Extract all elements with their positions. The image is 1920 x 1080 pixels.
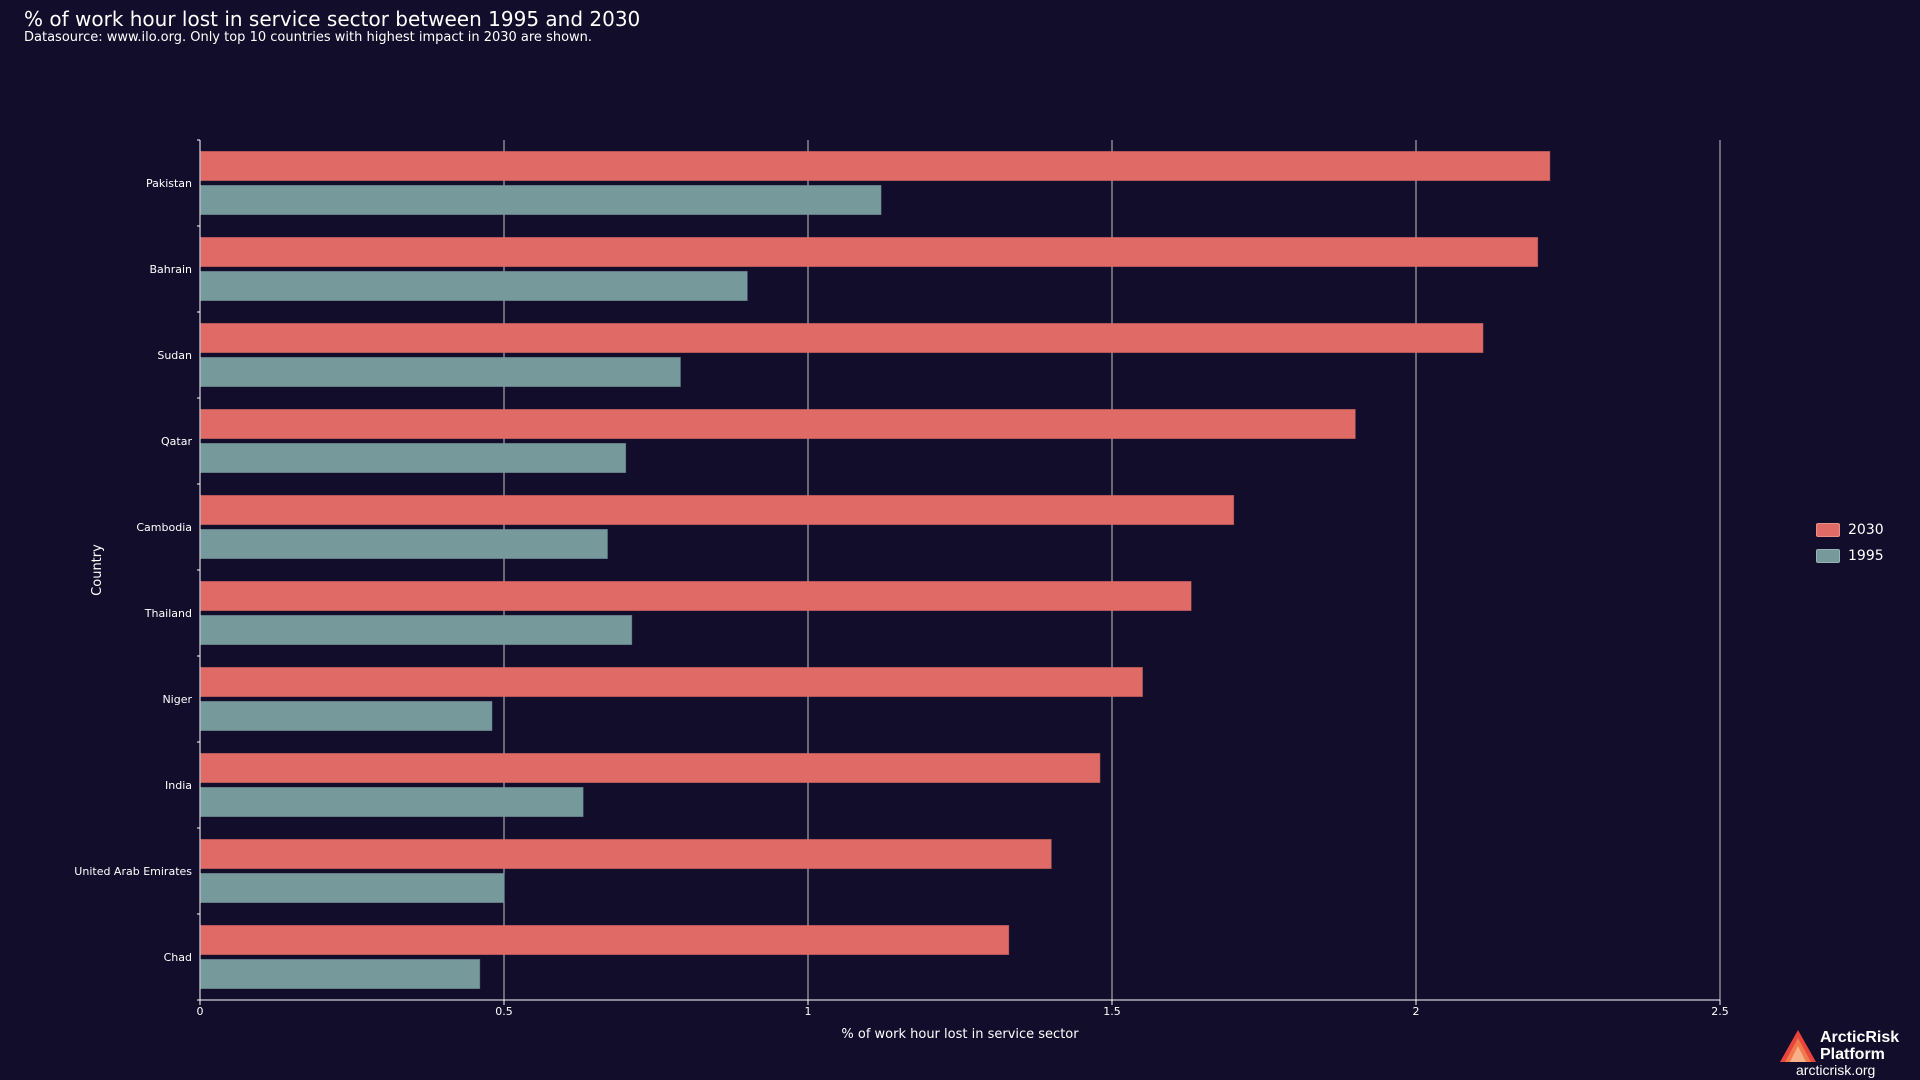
logo-name-line1: ArcticRisk [1820, 1029, 1900, 1046]
x-tick-label-2: 1 [805, 1005, 812, 1018]
category-label-qatar: Qatar [161, 435, 192, 448]
legend: 2030 1995 [1816, 517, 1884, 569]
category-label-niger: Niger [162, 693, 192, 706]
bar-sudan-2030 [200, 323, 1484, 353]
category-label-chad: Chad [164, 951, 192, 964]
x-tick-label-1: 0.5 [495, 1005, 513, 1018]
bar-qatar-2030 [200, 409, 1356, 439]
arcticrisk-logo: ArcticRisk Platform arcticrisk.org [1776, 1026, 1916, 1080]
bar-cambodia-1995 [200, 529, 608, 559]
bar-qatar-1995 [200, 443, 627, 473]
category-label-thailand: Thailand [144, 607, 192, 620]
bar-india-1995 [200, 787, 584, 817]
bar-chad-2030 [200, 925, 1010, 955]
bar-pakistan-1995 [200, 185, 882, 215]
legend-item-1995: 1995 [1816, 543, 1884, 569]
bar-niger-2030 [200, 667, 1143, 697]
bar-chad-1995 [200, 959, 481, 989]
logo-url: arcticrisk.org [1796, 1062, 1876, 1078]
category-label-sudan: Sudan [157, 349, 192, 362]
x-tick-label-0: 0 [197, 1005, 204, 1018]
logo-name-line2: Platform [1820, 1046, 1885, 1063]
y-axis-title: Country [90, 544, 105, 596]
legend-label-2030: 2030 [1848, 522, 1884, 538]
bar-sudan-1995 [200, 357, 681, 387]
chart-title: % of work hour lost in service sector be… [24, 7, 641, 31]
bar-united-arab-emirates-1995 [200, 873, 505, 903]
legend-label-1995: 1995 [1848, 548, 1884, 564]
arcticrisk-logo-icon [1780, 1030, 1816, 1062]
chart-subtitle: Datasource: www.ilo.org. Only top 10 cou… [24, 30, 593, 45]
category-label-india: India [165, 779, 192, 792]
x-tick-label-4: 2 [1413, 1005, 1420, 1018]
bar-bahrain-2030 [200, 237, 1539, 267]
x-axis-title: % of work hour lost in service sector [841, 1027, 1079, 1042]
category-label-united-arab-emirates: United Arab Emirates [74, 865, 192, 878]
bar-india-2030 [200, 753, 1101, 783]
bar-bahrain-1995 [200, 271, 748, 301]
legend-swatch-1995 [1816, 549, 1840, 563]
legend-item-2030: 2030 [1816, 517, 1884, 543]
bar-thailand-2030 [200, 581, 1192, 611]
category-label-bahrain: Bahrain [149, 263, 192, 276]
bar-cambodia-2030 [200, 495, 1235, 525]
bar-thailand-1995 [200, 615, 633, 645]
logo-name: ArcticRisk Platform [1820, 1029, 1916, 1063]
legend-swatch-2030 [1816, 523, 1840, 537]
bar-united-arab-emirates-2030 [200, 839, 1052, 869]
bar-pakistan-2030 [200, 151, 1551, 181]
x-tick-label-5: 2.5 [1711, 1005, 1729, 1018]
category-label-pakistan: Pakistan [146, 177, 192, 190]
category-label-cambodia: Cambodia [136, 521, 192, 534]
x-tick-label-3: 1.5 [1103, 1005, 1121, 1018]
bar-niger-1995 [200, 701, 493, 731]
